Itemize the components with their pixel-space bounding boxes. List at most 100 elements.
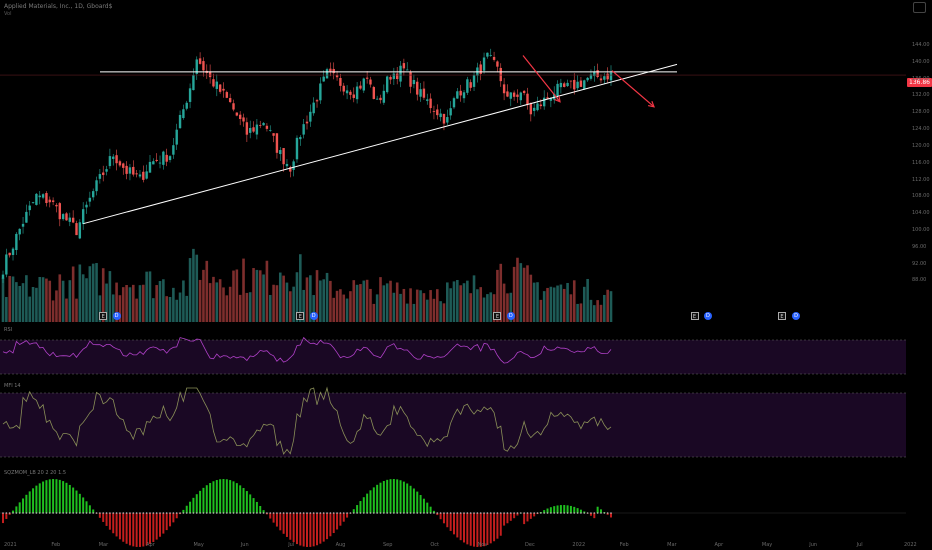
price-tick: 100.00 [912, 227, 930, 233]
sqz-dot [483, 512, 485, 514]
sqz-bar [449, 513, 452, 531]
candle-body [215, 81, 219, 89]
candle-body [255, 124, 259, 135]
candle-body [412, 79, 416, 85]
time-tick: Apr [714, 542, 724, 548]
volume-bar [332, 297, 336, 322]
sqz-bar [289, 513, 292, 540]
price-tick: 136.00 [912, 75, 930, 82]
sqz-dot [79, 512, 81, 514]
volume-bar [506, 293, 509, 322]
sqz-bar [606, 513, 609, 515]
candle-body [155, 159, 158, 161]
volume-bar [596, 300, 599, 322]
sqz-dot [15, 512, 18, 514]
dividend-marker[interactable]: D [792, 312, 800, 320]
candle-body [529, 103, 533, 115]
sqz-bar [112, 513, 115, 534]
settings-icon[interactable] [913, 2, 926, 13]
candle-body [305, 121, 309, 124]
volume-bar [172, 287, 175, 322]
earnings-marker[interactable]: E [690, 312, 699, 320]
sqz-dot [426, 512, 429, 514]
candle-body [275, 133, 279, 153]
sqz-dot [42, 512, 44, 514]
candle-body [439, 113, 442, 118]
sqz-dot [52, 512, 54, 514]
dividend-marker[interactable]: D [309, 312, 318, 320]
volume-bar [439, 301, 442, 322]
candle-body [392, 73, 396, 80]
volume-bar [422, 293, 426, 322]
sqz-dot [530, 512, 532, 514]
sqz-dot [2, 512, 4, 514]
candle-body [75, 223, 78, 236]
volume-bar [165, 296, 168, 322]
sqz-bar [192, 497, 195, 513]
dividend-marker[interactable]: D [506, 312, 515, 320]
sqz-dot [142, 512, 145, 514]
candle-body [429, 98, 432, 109]
candle-body [115, 155, 118, 164]
candle-body [509, 92, 512, 99]
sqz-dot [276, 512, 278, 514]
sqz-bar [82, 497, 85, 513]
sqz-dot [436, 512, 439, 514]
sqz-dot [32, 512, 34, 514]
earnings-marker[interactable]: E [296, 312, 305, 320]
time-tick: May [761, 542, 773, 548]
earnings-marker[interactable]: E [778, 312, 786, 320]
candle-body [165, 154, 168, 162]
volume-bar [572, 280, 576, 322]
sqz-bar [573, 506, 576, 513]
sqz-dot [125, 512, 128, 514]
sqz-dot [282, 512, 285, 514]
mfi-pane [0, 386, 906, 458]
sqz-bar [473, 513, 476, 547]
sqz-bar [513, 513, 516, 519]
sqz-dot [610, 512, 612, 514]
sqz-dot [536, 512, 539, 514]
sqz-dot [252, 512, 255, 514]
sqz-dot [82, 512, 84, 514]
volume-bar [429, 290, 432, 322]
sqz-dot [513, 512, 515, 514]
sqz-dot [236, 512, 238, 514]
sqz-bar [503, 513, 506, 526]
sqz-bar [463, 513, 466, 543]
sqz-dot [573, 512, 576, 514]
sqz-bar [596, 506, 599, 513]
volume-bar [486, 294, 489, 322]
candle-body [28, 205, 31, 211]
sqz-dot [463, 512, 465, 514]
candle-body [606, 73, 609, 80]
volume-bar [145, 271, 148, 322]
dividend-marker[interactable]: D [112, 312, 121, 320]
candle-body [98, 174, 102, 179]
candle-body [125, 165, 128, 174]
price-tick: 124.00 [912, 126, 930, 133]
sqz-dot [403, 512, 405, 514]
volume-bar [275, 285, 279, 322]
sqz-bar [62, 481, 65, 513]
volume-bar [432, 298, 436, 322]
volume-bar [425, 299, 429, 322]
earnings-marker[interactable]: E [99, 312, 108, 320]
volume-bar [599, 304, 603, 322]
sqz-bar [92, 509, 95, 513]
earnings-marker[interactable]: E [493, 312, 502, 320]
sqz-dot [543, 512, 545, 514]
candle-body [8, 252, 11, 256]
sqz-dot [526, 512, 529, 514]
time-tick: May [193, 542, 204, 548]
sqz-dot [399, 512, 402, 514]
candle-body [18, 228, 21, 235]
sqz-bar [479, 513, 482, 547]
candle-body [58, 203, 61, 220]
dividend-marker[interactable]: D [703, 312, 712, 320]
sqz-bar [25, 494, 28, 513]
volume-bar [121, 287, 125, 322]
sqz-dot [326, 512, 328, 514]
candle-body [486, 52, 489, 57]
